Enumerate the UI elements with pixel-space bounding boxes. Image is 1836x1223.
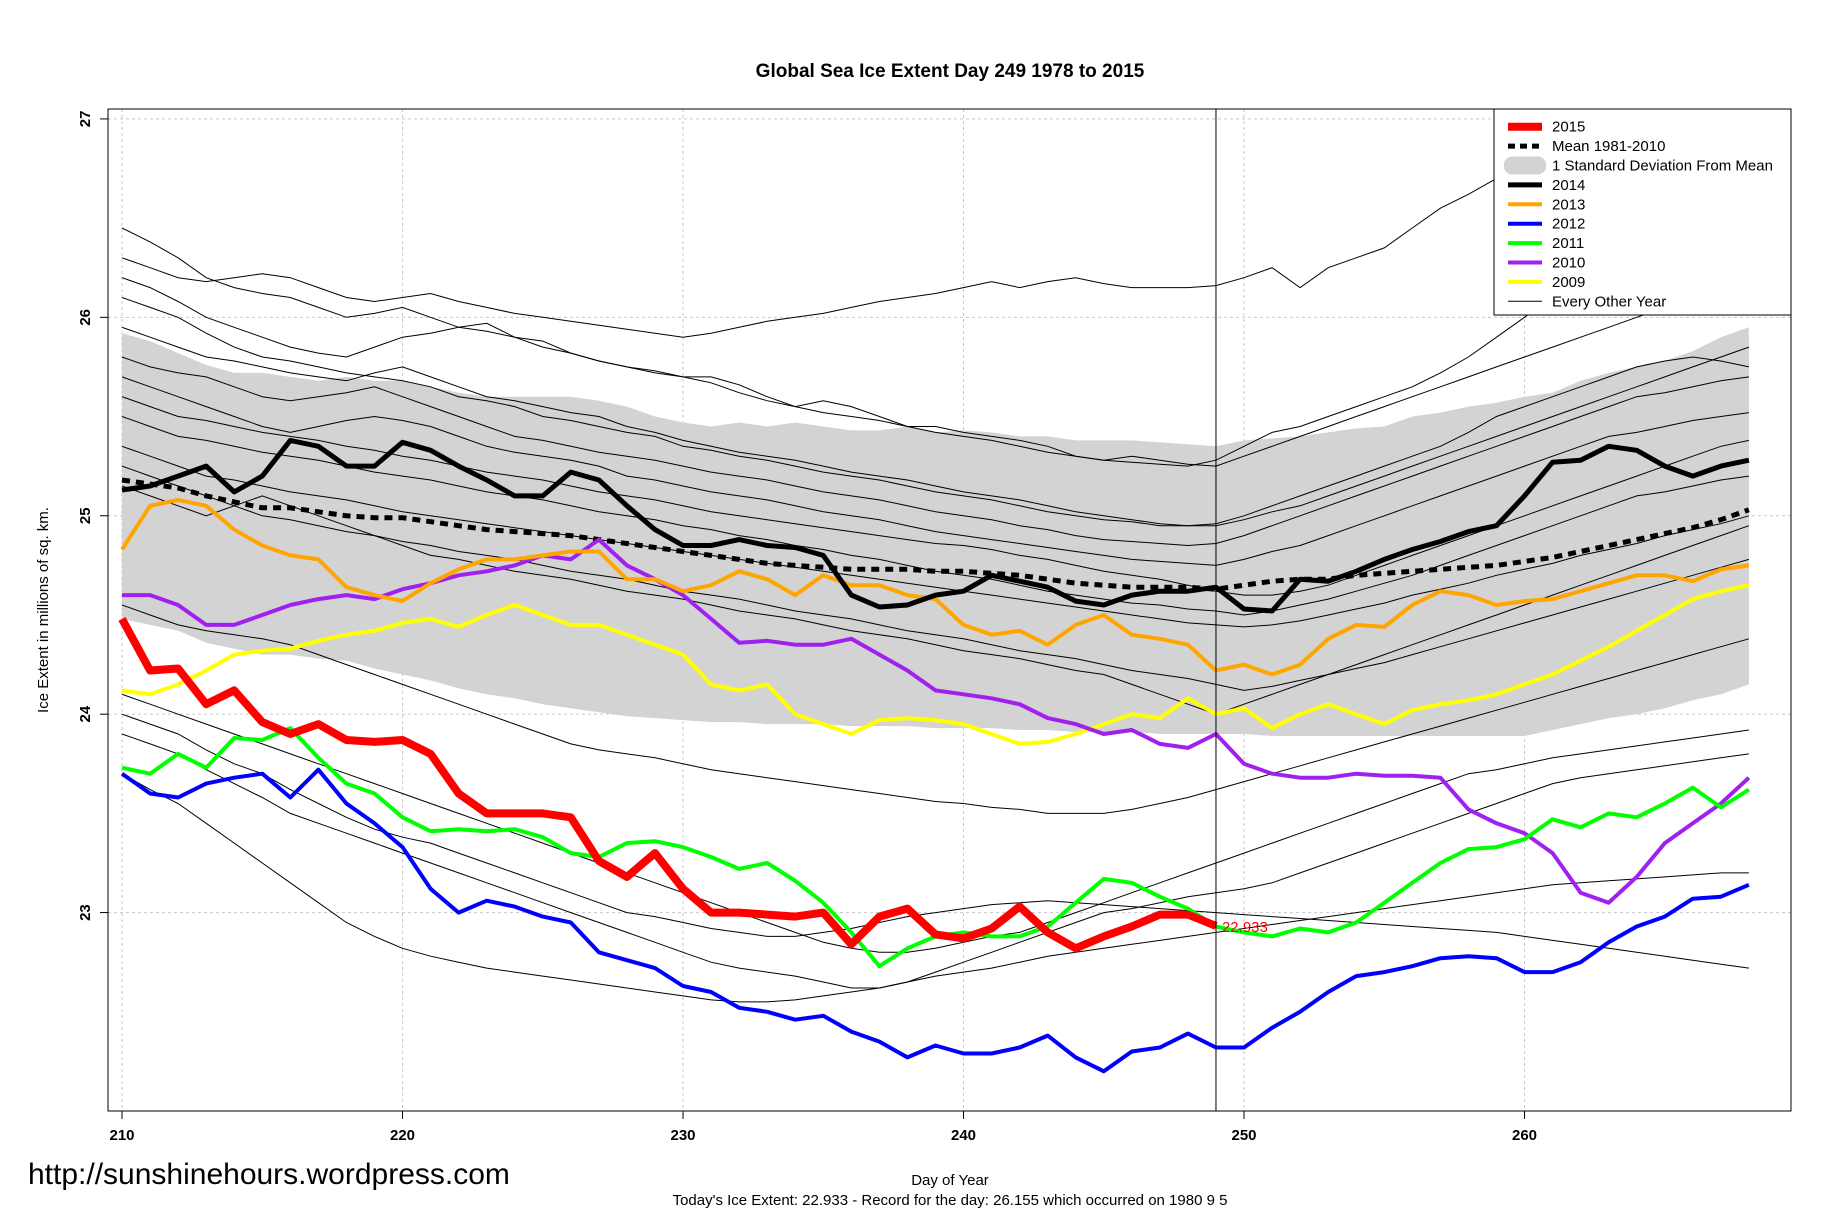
- y-tick-label: 23: [77, 904, 94, 921]
- chart-title: Global Sea Ice Extent Day 249 1978 to 20…: [756, 61, 1145, 82]
- x-axis-label: Day of Year: [911, 1172, 989, 1189]
- y-tick-label: 24: [77, 705, 94, 722]
- current-day-marker: 22.933: [1215, 109, 1268, 1111]
- every-other-year-line: [121, 773, 1749, 1003]
- x-tick-label: 260: [1512, 1127, 1537, 1144]
- series-line-2015: [118, 616, 1218, 953]
- every-other-year-line: [121, 416, 1749, 616]
- series-line-mean-1981-2010: [121, 477, 1750, 592]
- legend-label: 2013: [1552, 196, 1585, 213]
- every-other-year-line: [121, 297, 1750, 527]
- every-other-year-line: [121, 177, 1750, 467]
- x-tick-label: 250: [1232, 1127, 1257, 1144]
- series-line-2013: [120, 497, 1750, 677]
- every-other-year-lines: [121, 108, 1750, 1003]
- legend-label: Every Other Year: [1552, 293, 1666, 310]
- x-tick-label: 220: [390, 1127, 415, 1144]
- every-other-year-line: [121, 693, 1749, 953]
- legend-label: 1 Standard Deviation From Mean: [1552, 158, 1773, 175]
- every-other-year-line: [121, 733, 1749, 989]
- every-other-year-line: [121, 465, 1750, 691]
- every-other-year-line: [121, 445, 1750, 628]
- legend-label: 2014: [1552, 177, 1585, 194]
- x-tick-label: 230: [671, 1127, 696, 1144]
- legend-label: 2009: [1552, 274, 1585, 291]
- legend-label: 2015: [1552, 119, 1585, 136]
- x-tick-label: 210: [110, 1127, 135, 1144]
- legend-label: 2011: [1552, 235, 1584, 252]
- every-other-year-line: [121, 326, 1750, 527]
- every-other-year-line: [121, 396, 1750, 596]
- series-line-2012: [120, 767, 1750, 1074]
- y-tick-label: 27: [77, 111, 94, 128]
- current-value-label: 22.933: [1222, 919, 1268, 936]
- every-other-year-line: [121, 604, 1750, 814]
- y-axis-label: Ice Extent in millions of sq. km.: [35, 507, 52, 713]
- y-tick-label: 26: [77, 309, 94, 326]
- every-other-year-line: [121, 356, 1749, 547]
- watermark-url: http://sunshinehours.wordpress.com: [28, 1158, 510, 1191]
- year-series-lines: [118, 437, 1751, 1074]
- plot-frame: [107, 108, 1792, 1112]
- series-line-2014: [121, 437, 1750, 614]
- legend-box: [1493, 108, 1792, 316]
- x-tick-label: 240: [951, 1127, 976, 1144]
- legend-label: Mean 1981-2010: [1552, 138, 1665, 155]
- series-line-2009: [121, 583, 1750, 746]
- series-line-2010: [122, 537, 1751, 905]
- legend-label: 2010: [1552, 255, 1585, 272]
- y-tick-label: 25: [77, 507, 94, 524]
- axes: 210 220 230 240 250 260 23 24 25 26 27: [77, 111, 1537, 1144]
- every-other-year-line: [121, 376, 1749, 566]
- every-other-year-line: [121, 108, 1749, 338]
- legend-swatch: [1504, 156, 1546, 175]
- legend-label: 2012: [1552, 216, 1585, 233]
- legend: 2015 Mean 1981-2010 1 Standard Deviation F…: [1493, 108, 1792, 316]
- every-other-year-line: [121, 485, 1750, 715]
- every-other-year-line: [121, 713, 1749, 969]
- footer-text: Today's Ice Extent: 22.933 - Record for …: [673, 1192, 1228, 1209]
- every-other-year-line: [121, 227, 1750, 467]
